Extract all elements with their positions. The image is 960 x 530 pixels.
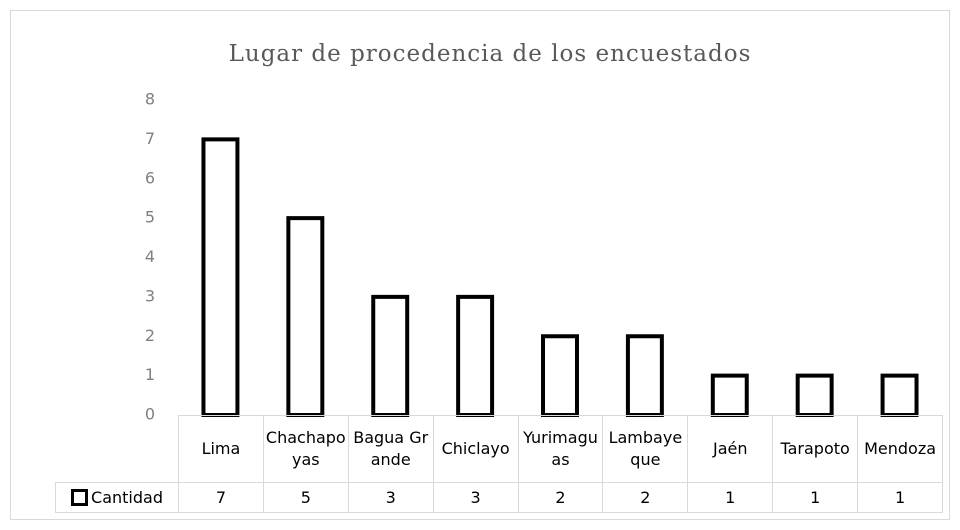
y-tick-label: 3: [145, 286, 155, 305]
y-tick-label: 6: [145, 168, 155, 187]
data-table-value: 1: [772, 482, 859, 513]
y-tick-label: 1: [145, 365, 155, 384]
x-tick-label: Bagua Grande: [347, 415, 434, 483]
bar: [456, 294, 495, 417]
data-table-value: 3: [432, 482, 519, 513]
data-table-value: 7: [178, 482, 264, 513]
bar: [371, 294, 410, 417]
x-tick-label: Mendoza: [857, 415, 943, 483]
data-table-value: 5: [262, 482, 349, 513]
bar: [286, 216, 325, 417]
x-tick-label: Chachapoyas: [262, 415, 349, 483]
y-tick-label: 8: [145, 90, 155, 109]
x-tick-label: Yurimaguas: [517, 415, 604, 483]
data-table-value: 3: [347, 482, 434, 513]
chart-border: [10, 10, 950, 520]
y-tick-label: 4: [145, 247, 155, 266]
bar: [795, 373, 834, 417]
y-tick-label: 5: [145, 208, 155, 227]
y-tick-label: 2: [145, 326, 155, 345]
x-tick-label: Lambayeque: [602, 415, 689, 483]
x-tick-label: Chiclayo: [432, 415, 519, 483]
bar: [880, 373, 919, 417]
x-tick-label: Jaén: [687, 415, 774, 483]
data-table-value: 2: [602, 482, 689, 513]
legend-entry: Cantidad: [55, 482, 179, 513]
bar: [710, 373, 749, 417]
y-tick-label: 7: [145, 129, 155, 148]
data-table-value: 2: [517, 482, 604, 513]
y-tick-label: 0: [145, 405, 155, 424]
x-tick-label: Lima: [178, 415, 264, 483]
x-tick-label: Tarapoto: [772, 415, 859, 483]
legend-label: Cantidad: [91, 487, 163, 507]
data-table-value: 1: [857, 482, 943, 513]
bar: [201, 137, 240, 417]
bar: [625, 334, 664, 417]
bar: [541, 334, 579, 417]
legend-key: [71, 489, 89, 506]
chart-title: Lugar de procedencia de los encuestados: [229, 41, 752, 67]
data-table-value: 1: [687, 482, 774, 513]
